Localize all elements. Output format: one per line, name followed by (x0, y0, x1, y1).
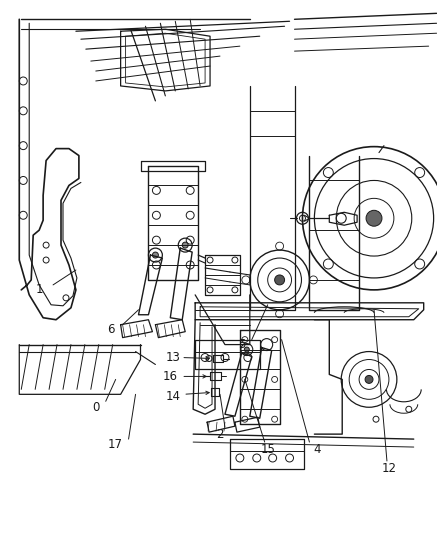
Text: 6: 6 (107, 323, 114, 336)
Text: 5: 5 (238, 338, 246, 351)
Circle shape (244, 347, 249, 352)
Text: 4: 4 (314, 442, 321, 456)
Circle shape (152, 252, 159, 258)
Text: 2: 2 (216, 427, 224, 441)
Text: 1: 1 (35, 284, 43, 296)
Text: 17: 17 (108, 438, 123, 450)
Circle shape (365, 375, 373, 383)
Text: 16: 16 (163, 370, 178, 383)
Text: 15: 15 (260, 442, 275, 456)
Circle shape (275, 275, 285, 285)
Text: 12: 12 (381, 463, 396, 475)
Text: 14: 14 (166, 390, 181, 403)
Circle shape (182, 242, 188, 248)
Circle shape (366, 211, 382, 226)
Text: 0: 0 (92, 401, 99, 414)
Text: 13: 13 (166, 351, 181, 364)
